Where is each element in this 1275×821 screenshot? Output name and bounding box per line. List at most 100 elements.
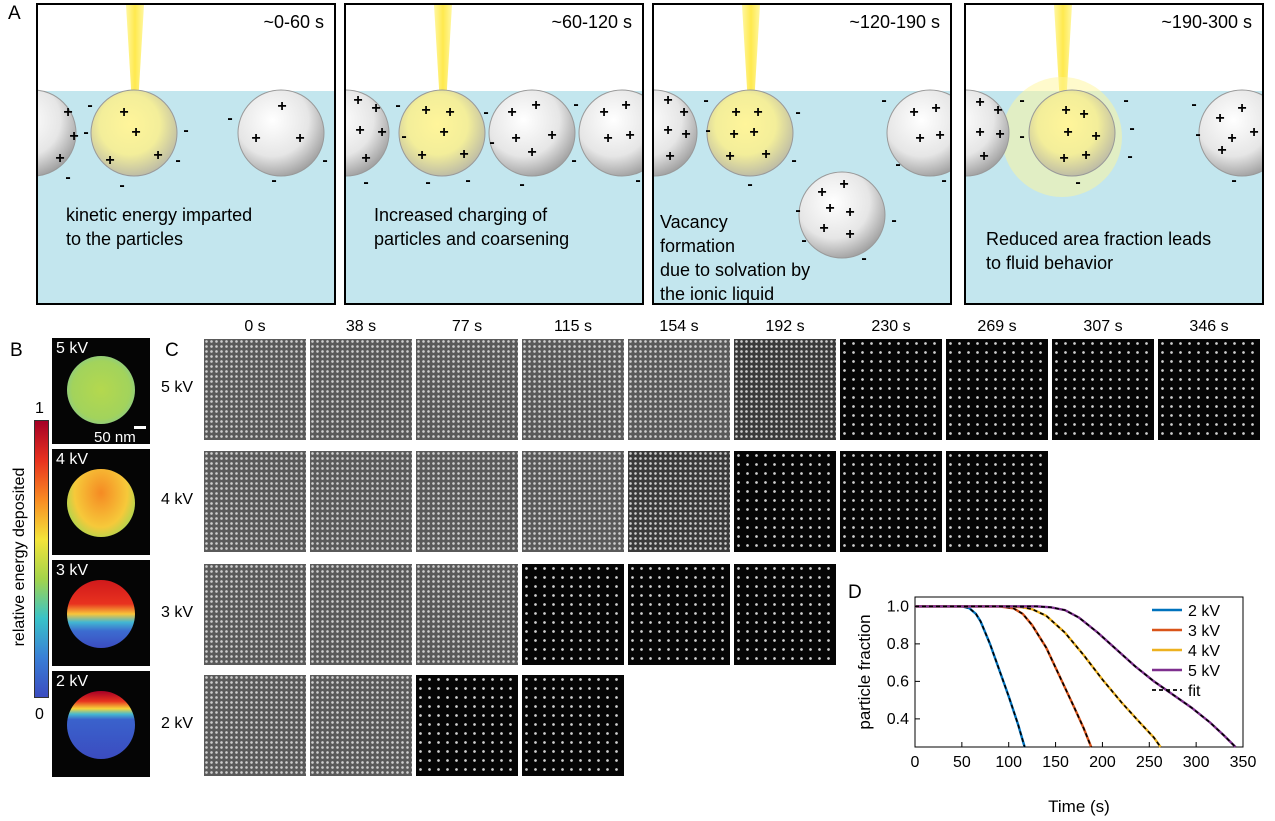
sem-micrograph xyxy=(522,451,624,552)
svg-text:-: - xyxy=(395,97,400,114)
sem-micrograph xyxy=(1158,339,1260,440)
svg-text:+: + xyxy=(105,152,114,169)
legend-label: 4 kV xyxy=(1188,643,1220,660)
voltage-label: 5 kV xyxy=(56,340,89,357)
row-voltage-label: 5 kV xyxy=(161,379,194,396)
sem-micrograph xyxy=(522,564,624,665)
svg-text:-: - xyxy=(465,172,470,189)
svg-text:+: + xyxy=(931,100,940,117)
row-voltage-label: 4 kV xyxy=(161,491,194,508)
schematic-drawing: +++ +++ + ++ + --------- xyxy=(38,5,334,303)
svg-text:-: - xyxy=(941,172,946,189)
sem-micrograph xyxy=(204,339,306,440)
sem-micrograph xyxy=(204,564,306,665)
svg-text:+: + xyxy=(417,147,426,164)
sem-micrograph xyxy=(416,339,518,440)
svg-text:+: + xyxy=(731,104,740,121)
sem-micrograph xyxy=(310,564,412,665)
sem-micrograph xyxy=(734,339,836,440)
svg-text:+: + xyxy=(915,130,924,147)
stage-caption: Reduced area fraction leads to fluid beha… xyxy=(986,229,1212,273)
svg-text:-: - xyxy=(363,174,368,191)
time-label: 269 s xyxy=(977,318,1017,335)
fit-line xyxy=(915,605,1237,748)
svg-text:+: + xyxy=(935,127,944,144)
svg-text:+: + xyxy=(603,130,612,147)
x-tick-label: 100 xyxy=(995,754,1022,771)
svg-text:-: - xyxy=(895,156,900,173)
svg-text:+: + xyxy=(55,150,64,167)
legend-label: 2 kV xyxy=(1188,603,1220,620)
x-tick-label: 150 xyxy=(1042,754,1069,771)
svg-text:+: + xyxy=(377,124,386,141)
x-tick-label: 200 xyxy=(1089,754,1116,771)
x-tick-label: 50 xyxy=(953,754,971,771)
stage-caption: Increased charging of particles and coars… xyxy=(374,205,570,249)
row-voltage-label: 3 kV xyxy=(161,604,194,621)
sem-micrograph xyxy=(204,451,306,552)
svg-text:+: + xyxy=(749,124,758,141)
energy-disc xyxy=(67,691,135,759)
sem-micrograph xyxy=(1052,339,1154,440)
svg-text:-: - xyxy=(705,122,710,139)
y-tick-label: 0.4 xyxy=(887,711,909,728)
svg-text:-: - xyxy=(1127,148,1132,165)
time-label: 154 s xyxy=(659,318,699,335)
y-tick-label: 0.8 xyxy=(887,636,909,653)
sem-micrograph xyxy=(310,675,412,776)
voltage-label: 2 kV xyxy=(56,673,89,690)
svg-text:-: - xyxy=(1019,128,1024,145)
stage-caption: kinetic energy imparted to the particles xyxy=(66,205,253,249)
sem-micrograph xyxy=(522,675,624,776)
row-voltage-label: 2 kV xyxy=(161,715,194,732)
particle-fraction-chart: 0 50 100 150 200 250 300 350 0.4 0.6 0.8 1.0 2 kV 3 … xyxy=(855,596,1256,816)
legend-label: 3 kV xyxy=(1188,623,1220,640)
stage-time: ~190-300 s xyxy=(1161,12,1252,32)
schematic-panel-1: + + + + + + + + + + --------- ~0-60 s kinetic e… xyxy=(36,3,336,305)
time-label: 77 s xyxy=(451,318,483,335)
svg-text:-: - xyxy=(795,104,800,121)
stage-time: ~60-120 s xyxy=(551,12,632,32)
sem-micrograph xyxy=(628,339,730,440)
svg-text:+: + xyxy=(995,126,1004,143)
svg-text:+: + xyxy=(1081,147,1090,164)
svg-text:-: - xyxy=(227,110,232,127)
x-tick-label: 300 xyxy=(1183,754,1210,771)
schematic-panel-4: + + + + + + + + + + + + + + + + --------- ~190-300 s … xyxy=(964,3,1264,305)
svg-text:-: - xyxy=(635,172,640,189)
svg-text:+: + xyxy=(761,146,770,163)
colorbar-max: 1 xyxy=(35,400,44,417)
energy-disc xyxy=(67,580,135,648)
panel-label-d: D xyxy=(848,582,862,603)
stage-caption: Vacancy formation due to solvation by the … xyxy=(660,212,811,304)
svg-text:+: + xyxy=(131,124,140,141)
legend-label: fit xyxy=(1188,683,1201,700)
svg-text:+: + xyxy=(421,102,430,119)
sem-micrograph xyxy=(522,339,624,440)
svg-text:+: + xyxy=(845,226,854,243)
svg-text:+: + xyxy=(459,146,468,163)
svg-text:+: + xyxy=(511,130,520,147)
svg-text:+: + xyxy=(845,204,854,221)
svg-text:-: - xyxy=(795,202,800,219)
svg-text:+: + xyxy=(251,130,260,147)
svg-text:+: + xyxy=(69,128,78,145)
svg-text:+: + xyxy=(909,104,918,121)
sem-micrograph xyxy=(416,675,518,776)
svg-text:+: + xyxy=(979,148,988,165)
svg-text:-: - xyxy=(861,250,866,267)
panel-label-a: A xyxy=(8,3,21,24)
svg-text:+: + xyxy=(679,104,688,121)
svg-text:-: - xyxy=(791,152,796,169)
time-label: 115 s xyxy=(554,318,592,335)
svg-text:+: + xyxy=(153,147,162,164)
svg-text:-: - xyxy=(801,232,806,249)
svg-text:+: + xyxy=(277,98,286,115)
svg-text:-: - xyxy=(1019,92,1024,109)
time-label: 0 s xyxy=(244,318,266,335)
svg-text:-: - xyxy=(175,152,180,169)
svg-text:+: + xyxy=(729,126,738,143)
x-tick-label: 0 xyxy=(911,754,920,771)
svg-text:-: - xyxy=(271,172,276,189)
svg-text:+: + xyxy=(371,100,380,117)
